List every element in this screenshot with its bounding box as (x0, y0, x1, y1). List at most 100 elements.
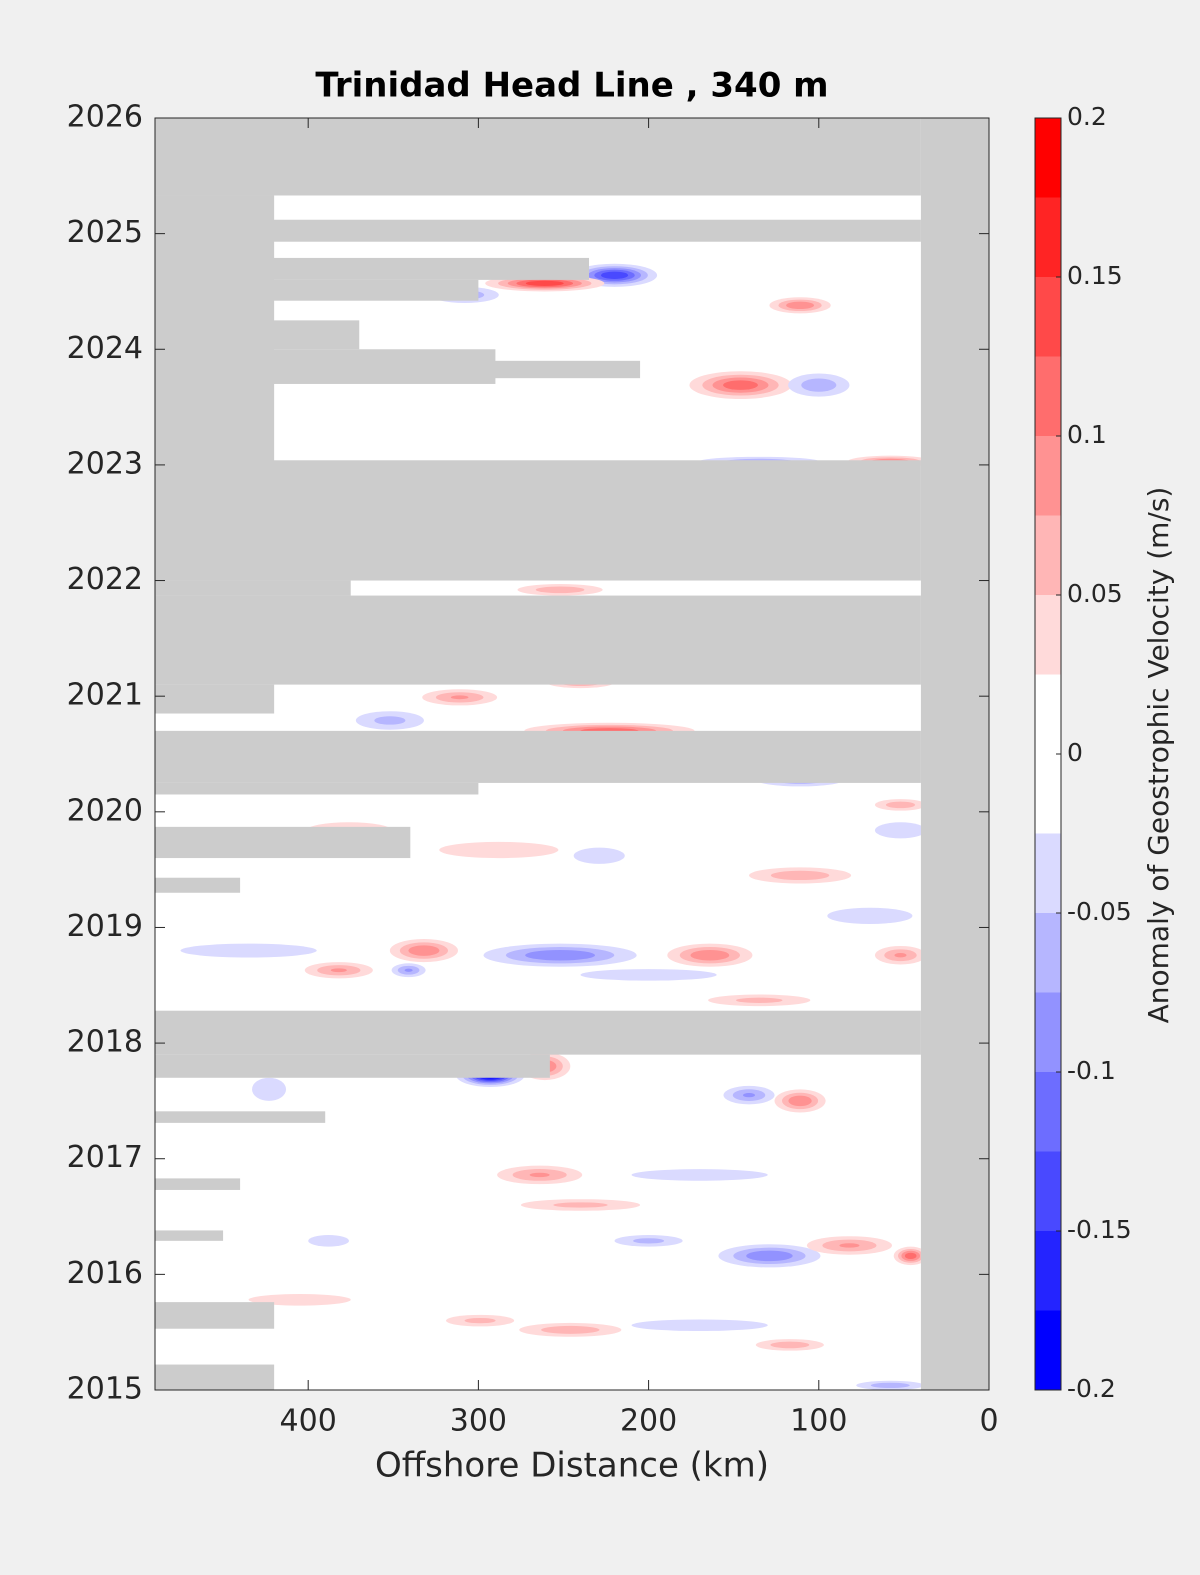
y-tick-label: 2024 (67, 331, 143, 366)
y-tick-label: 2026 (67, 100, 143, 135)
contour-level (408, 945, 440, 956)
contour-level (631, 1169, 768, 1181)
missing-region (155, 1111, 326, 1123)
y-tick-label: 2017 (67, 1140, 143, 1175)
contour-level (600, 271, 629, 279)
missing-region (155, 257, 590, 280)
x-tick-label: 0 (979, 1404, 998, 1439)
missing-region (155, 1010, 921, 1055)
colorbar-band (1035, 674, 1061, 754)
missing-region (155, 826, 411, 859)
contour-level (439, 841, 559, 859)
colorbar-band (1035, 1072, 1061, 1152)
colorbar-band (1035, 833, 1061, 913)
contour-level (308, 1235, 350, 1247)
y-tick-label: 2023 (67, 446, 143, 481)
missing-region (155, 360, 641, 379)
missing-region (155, 279, 479, 301)
contour-level (770, 870, 830, 881)
colorbar-tick-label: -0.15 (1067, 1215, 1132, 1244)
y-tick-label: 2021 (67, 678, 143, 713)
colorbar-band (1035, 913, 1061, 993)
contour-level (553, 1202, 608, 1208)
x-tick-label: 400 (280, 1404, 337, 1439)
contour-level (801, 378, 837, 392)
contour-level (464, 1317, 496, 1324)
colorbar-band (1035, 1310, 1061, 1390)
contour-level (580, 969, 717, 981)
contour-level (874, 822, 927, 839)
contour-level (788, 1095, 812, 1107)
missing-region (155, 383, 258, 425)
colorbar-band (1035, 118, 1061, 198)
contour-level (529, 1172, 550, 1178)
contour-level (633, 1238, 665, 1244)
contour-level (525, 280, 564, 286)
contour-level (525, 949, 595, 961)
colorbar-band (1035, 197, 1061, 277)
missing-region (155, 580, 351, 596)
contour-level (330, 968, 347, 973)
colorbar-label: Anomaly of Geostrophic Velocity (m/s) (1142, 487, 1175, 1024)
missing-region (155, 782, 479, 795)
colorbar-band (1035, 1231, 1061, 1311)
missing-region (155, 118, 921, 196)
contour-level (904, 1252, 917, 1260)
missing-region (155, 684, 275, 714)
contour-level (404, 968, 413, 972)
contour-level (631, 1319, 768, 1332)
contour-level (735, 997, 783, 1003)
x-tick-label: 100 (790, 1404, 847, 1439)
contour-level (870, 1382, 910, 1389)
missing-region (155, 219, 921, 242)
colorbar-band (1035, 436, 1061, 516)
plot-frame (154, 117, 990, 1391)
x-tick-label: 200 (620, 1404, 677, 1439)
axes: 400 300 200 100 0 2015 2016 2017 2018 2019 2020 202… (67, 100, 1132, 1439)
y-tick-label: 2020 (67, 793, 143, 828)
contour-level (839, 1243, 860, 1248)
y-tick-label: 2025 (67, 215, 143, 250)
colorbar-tick-label: -0.1 (1067, 1056, 1116, 1085)
missing-region (155, 460, 921, 581)
x-axis-label: Offshore Distance (km) (375, 1446, 769, 1486)
colorbar-tick-label: -0.05 (1067, 897, 1132, 926)
missing-region (155, 877, 241, 893)
contour-level (885, 801, 916, 809)
chart-title: Trinidad Head Line , 340 m (315, 66, 828, 106)
colorbar-band (1035, 595, 1061, 675)
contour-level (541, 1325, 600, 1334)
contour-level (723, 380, 758, 390)
colorbar-tick-label: 0.1 (1067, 420, 1107, 449)
contour-level (786, 301, 815, 310)
contour-level (690, 949, 730, 961)
missing-data (155, 118, 989, 1390)
contour-level (894, 953, 907, 958)
y-tick-label: 2019 (67, 909, 143, 944)
colorbar-tick-label: 0 (1067, 738, 1083, 767)
missing-region (155, 1054, 550, 1078)
colorbar-band (1035, 277, 1061, 357)
y-tick-label: 2022 (67, 562, 143, 597)
missing-region (155, 1302, 275, 1329)
colorbar-tick-label: 0.2 (1067, 102, 1107, 131)
colorbar-band (1035, 515, 1061, 595)
colorbar-band (1035, 356, 1061, 436)
y-tick-label: 2018 (67, 1025, 143, 1060)
contour-level (573, 847, 625, 864)
contour-level (450, 695, 469, 700)
contour-level (770, 1341, 810, 1349)
contour-level (746, 1250, 793, 1262)
colorbar-band (1035, 992, 1061, 1072)
y-tick-label: 2015 (67, 1372, 143, 1407)
colorbar-band (1035, 1151, 1061, 1231)
x-tick-label: 300 (450, 1404, 507, 1439)
contour-level (827, 907, 913, 924)
colorbar-tick-label: 0.15 (1067, 261, 1123, 290)
y-tick-label: 2016 (67, 1256, 143, 1291)
missing-region (920, 118, 989, 1390)
missing-region (155, 730, 921, 783)
contour-level (252, 1077, 287, 1101)
contour-level (374, 716, 406, 725)
contour-level (180, 943, 317, 958)
